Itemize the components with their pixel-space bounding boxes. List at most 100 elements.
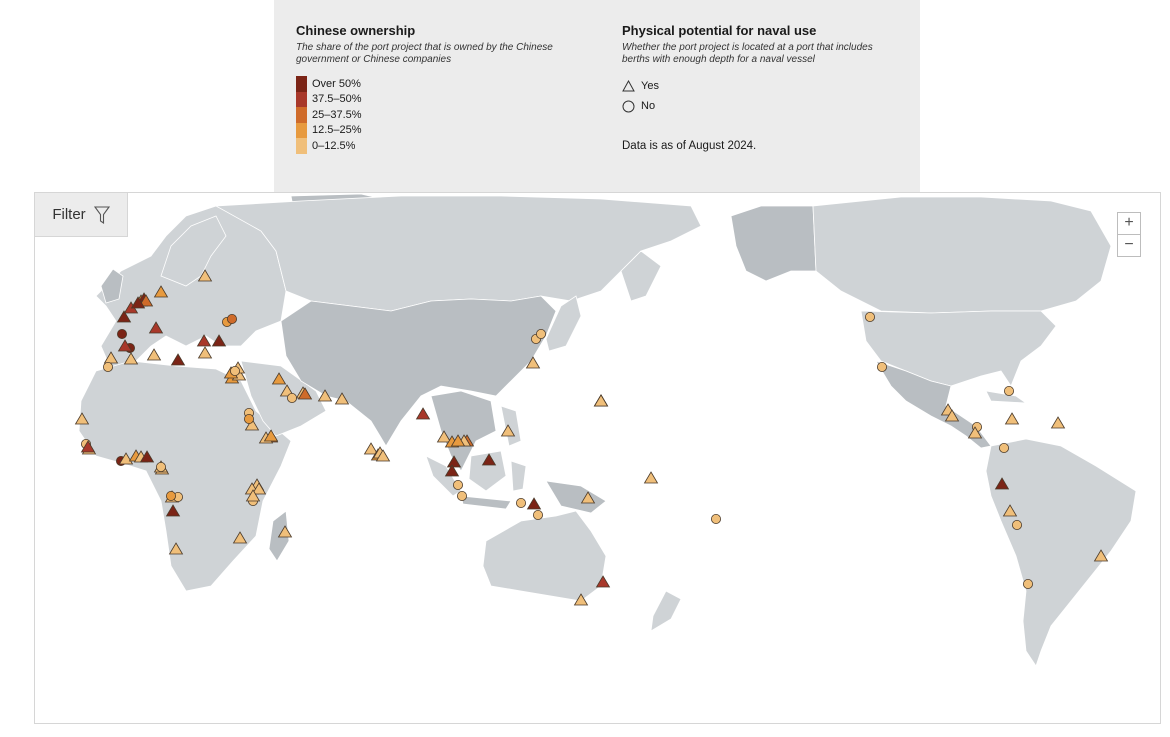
port-marker-non-naval[interactable] [117, 328, 128, 339]
port-marker-naval-capable[interactable] [317, 389, 333, 402]
port-marker-non-naval[interactable] [533, 509, 544, 520]
ownership-swatch [296, 122, 307, 138]
port-marker-naval-capable[interactable] [263, 429, 279, 442]
port-marker-naval-capable[interactable] [525, 356, 541, 369]
port-marker-non-naval[interactable] [165, 490, 176, 501]
port-marker-naval-capable[interactable] [1004, 412, 1020, 425]
ownership-swatch [296, 107, 307, 123]
port-marker-naval-capable[interactable] [595, 575, 611, 588]
land-philippines [500, 405, 522, 447]
land-sumatra [425, 455, 462, 497]
land-arabia [240, 360, 327, 437]
port-marker-naval-capable[interactable] [446, 455, 462, 468]
port-marker-naval-capable[interactable] [146, 348, 162, 361]
port-marker-non-naval[interactable] [999, 442, 1010, 453]
port-marker-non-naval[interactable] [1004, 385, 1015, 396]
ownership-swatch [296, 91, 307, 107]
land-kamchatka [620, 250, 662, 302]
port-marker-naval-capable[interactable] [244, 418, 260, 431]
naval-yes-entry: Yes [622, 76, 902, 96]
zoom-control: + − [1117, 212, 1141, 257]
port-marker-naval-capable[interactable] [643, 471, 659, 484]
port-marker-naval-capable[interactable] [153, 285, 169, 298]
port-marker-naval-capable[interactable] [138, 294, 154, 307]
port-marker-naval-capable[interactable] [74, 412, 90, 425]
port-marker-non-naval[interactable] [877, 361, 888, 372]
port-marker-naval-capable[interactable] [116, 310, 132, 323]
port-marker-naval-capable[interactable] [232, 531, 248, 544]
funnel-icon [93, 205, 110, 224]
port-marker-naval-capable[interactable] [197, 346, 213, 359]
filter-button[interactable]: Filter [35, 193, 128, 237]
port-marker-naval-capable[interactable] [593, 394, 609, 407]
port-marker-naval-capable[interactable] [363, 442, 379, 455]
naval-use-legend: Physical potential for naval use Whether… [622, 23, 902, 152]
port-marker-naval-capable[interactable] [148, 321, 164, 334]
port-marker-naval-capable[interactable] [436, 430, 452, 443]
port-marker-naval-capable[interactable] [526, 497, 542, 510]
ownership-bin-label: 37.5–50% [312, 93, 362, 106]
land-java [460, 495, 512, 510]
port-marker-naval-capable[interactable] [481, 453, 497, 466]
port-marker-naval-capable[interactable] [251, 482, 267, 495]
port-marker-non-naval[interactable] [103, 361, 114, 372]
port-marker-non-naval[interactable] [516, 497, 527, 508]
ownership-legend-description: The share of the port project that is ow… [296, 42, 553, 65]
port-marker-naval-capable[interactable] [500, 424, 516, 437]
port-marker-non-naval[interactable] [456, 490, 467, 501]
port-marker-naval-capable[interactable] [1002, 504, 1018, 517]
port-marker-naval-capable[interactable] [580, 491, 596, 504]
naval-legend-description: Whether the port project is located at a… [622, 42, 873, 65]
land-british-isles [100, 268, 124, 304]
port-marker-naval-capable[interactable] [170, 353, 186, 366]
port-marker-naval-capable[interactable] [1050, 416, 1066, 429]
ownership-swatch [296, 138, 307, 154]
data-as-of-note: Data is as of August 2024. [622, 140, 757, 152]
port-marker-naval-capable[interactable] [103, 351, 119, 364]
port-marker-non-naval[interactable] [536, 328, 547, 339]
port-marker-naval-capable[interactable] [279, 384, 295, 397]
port-marker-naval-capable[interactable] [944, 409, 960, 422]
port-marker-naval-capable[interactable] [994, 477, 1010, 490]
port-marker-naval-capable[interactable] [967, 426, 983, 439]
land-canada [812, 196, 1112, 314]
port-marker-naval-capable[interactable] [271, 372, 287, 385]
circle-icon [622, 100, 635, 112]
port-marker-naval-capable[interactable] [334, 392, 350, 405]
port-marker-non-naval[interactable] [243, 413, 254, 424]
ownership-bin-label: 12.5–25% [312, 124, 362, 137]
port-marker-naval-capable[interactable] [80, 440, 96, 453]
port-marker-naval-capable[interactable] [211, 334, 227, 347]
port-marker-naval-capable[interactable] [415, 407, 431, 420]
ownership-swatches: Over 50% 37.5–50% 25–37.5% 12.5–25% 0–12.5% [296, 76, 596, 154]
port-marker-naval-capable[interactable] [1093, 549, 1109, 562]
port-marker-naval-capable[interactable] [375, 449, 391, 462]
port-marker-naval-capable[interactable] [123, 352, 139, 365]
port-marker-naval-capable[interactable] [297, 387, 313, 400]
port-marker-non-naval[interactable] [1023, 579, 1034, 590]
port-marker-naval-capable[interactable] [196, 334, 212, 347]
port-marker-non-naval[interactable] [155, 461, 166, 472]
port-marker-naval-capable[interactable] [130, 296, 146, 309]
port-marker-non-naval[interactable] [865, 311, 876, 322]
port-marker-naval-capable[interactable] [450, 434, 466, 447]
port-marker-non-naval[interactable] [452, 479, 463, 490]
port-marker-non-naval[interactable] [711, 514, 722, 525]
port-marker-naval-capable[interactable] [277, 525, 293, 538]
zoom-in-button[interactable]: + [1124, 214, 1134, 231]
port-marker-naval-capable[interactable] [139, 450, 155, 463]
port-marker-non-naval[interactable] [229, 365, 240, 376]
port-marker-naval-capable[interactable] [168, 542, 184, 555]
port-marker-non-naval[interactable] [226, 313, 237, 324]
port-marker-naval-capable[interactable] [245, 489, 261, 502]
port-marker-non-naval[interactable] [286, 392, 297, 403]
port-marker-naval-capable[interactable] [444, 464, 460, 477]
port-marker-naval-capable[interactable] [117, 339, 133, 352]
land-alaska [730, 205, 817, 282]
zoom-out-button[interactable]: − [1118, 234, 1140, 256]
world-map[interactable]: Filter + − [34, 192, 1161, 724]
port-marker-naval-capable[interactable] [197, 269, 213, 282]
port-marker-naval-capable[interactable] [573, 593, 589, 606]
port-marker-non-naval[interactable] [1012, 520, 1023, 531]
port-marker-naval-capable[interactable] [165, 504, 181, 517]
